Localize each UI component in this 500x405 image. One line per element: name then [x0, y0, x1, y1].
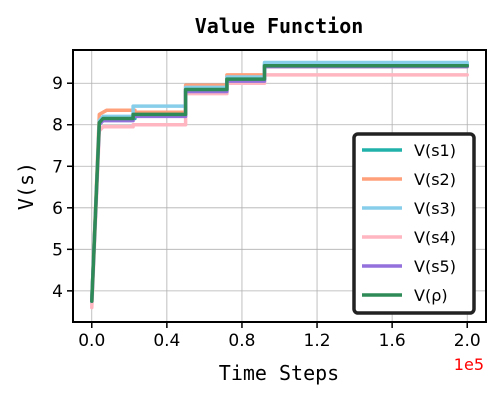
x-tick-label: 1.2: [304, 331, 331, 351]
x-axis-multiplier: 1e5: [454, 355, 484, 374]
y-tick-label: 6: [52, 199, 63, 219]
axis-ticks: 0.0 0.4 0.8 1.2 1.6 2.0 4 5 6 7 8 9: [52, 74, 481, 351]
chart-title: Value Function: [195, 14, 364, 38]
legend-label: V(ρ): [414, 286, 448, 305]
plot-frame: [72, 49, 487, 323]
legend-label: V(s2): [414, 170, 456, 189]
y-tick-label: 4: [52, 282, 63, 302]
y-tick-label: 8: [52, 116, 63, 136]
x-tick-label: 1.6: [379, 331, 406, 351]
y-tick-label: 9: [52, 74, 63, 94]
legend-label: V(s5): [414, 257, 456, 276]
x-tick-label: 0.0: [78, 331, 105, 351]
x-tick-label: 0.4: [153, 331, 180, 351]
y-tick-label: 7: [52, 157, 63, 177]
legend-label: V(s1): [414, 141, 456, 160]
series-line: [90, 64, 469, 303]
x-axis-label: Time Steps: [219, 361, 339, 385]
legend-label: V(s3): [414, 199, 456, 218]
series-lines: [90, 60, 469, 310]
legend: V(s1) V(s2) V(s3) V(s4) V(s5) V(ρ): [352, 132, 476, 315]
x-tick-label: 2.0: [454, 331, 481, 351]
y-tick-label: 5: [52, 240, 63, 260]
legend-label: V(s4): [414, 228, 456, 247]
y-axis-label: V(s): [14, 162, 38, 210]
x-tick-label: 0.8: [228, 331, 255, 351]
